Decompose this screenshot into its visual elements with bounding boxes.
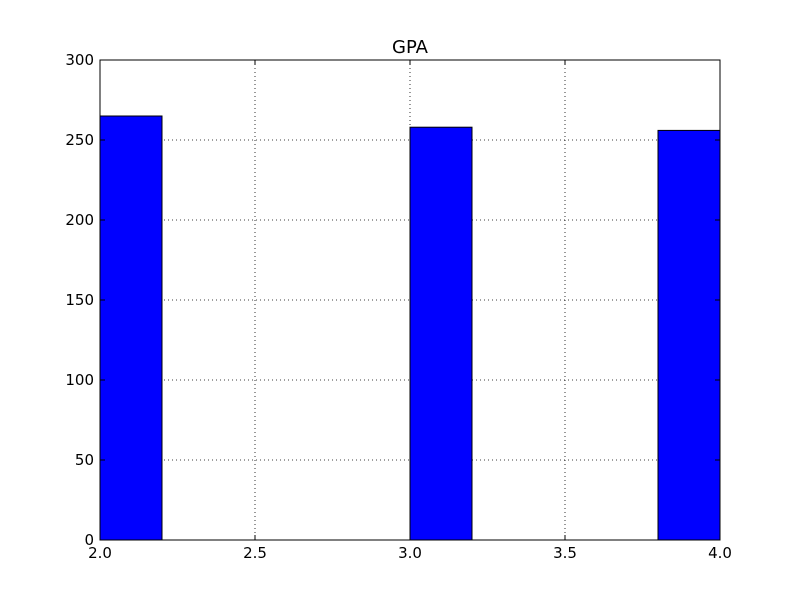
x-tick-labels: 2.0 2.5 3.0 3.5 4.0 [88, 544, 732, 562]
y-tick-labels: 0 50 100 150 200 250 300 [65, 51, 94, 549]
x-tick-label: 3.0 [398, 544, 422, 562]
y-tick-label: 250 [65, 131, 94, 149]
y-tick-label: 100 [65, 371, 94, 389]
y-tick-label: 300 [65, 51, 94, 69]
bars [99, 115, 721, 541]
x-tick-label: 2.5 [243, 544, 267, 562]
y-tick-label: 150 [65, 291, 94, 309]
x-tick-label: 4.0 [708, 544, 732, 562]
tick-marks [99, 59, 721, 541]
x-tick-label: 2.0 [88, 544, 112, 562]
histogram-bar [409, 126, 473, 541]
y-tick-label: 50 [75, 451, 94, 469]
histogram-bar [99, 115, 163, 541]
y-tick-label: 0 [84, 531, 94, 549]
y-tick-label: 200 [65, 211, 94, 229]
chart-title: GPA [392, 37, 429, 58]
histogram-bar [657, 129, 721, 541]
x-tick-label: 3.5 [553, 544, 577, 562]
